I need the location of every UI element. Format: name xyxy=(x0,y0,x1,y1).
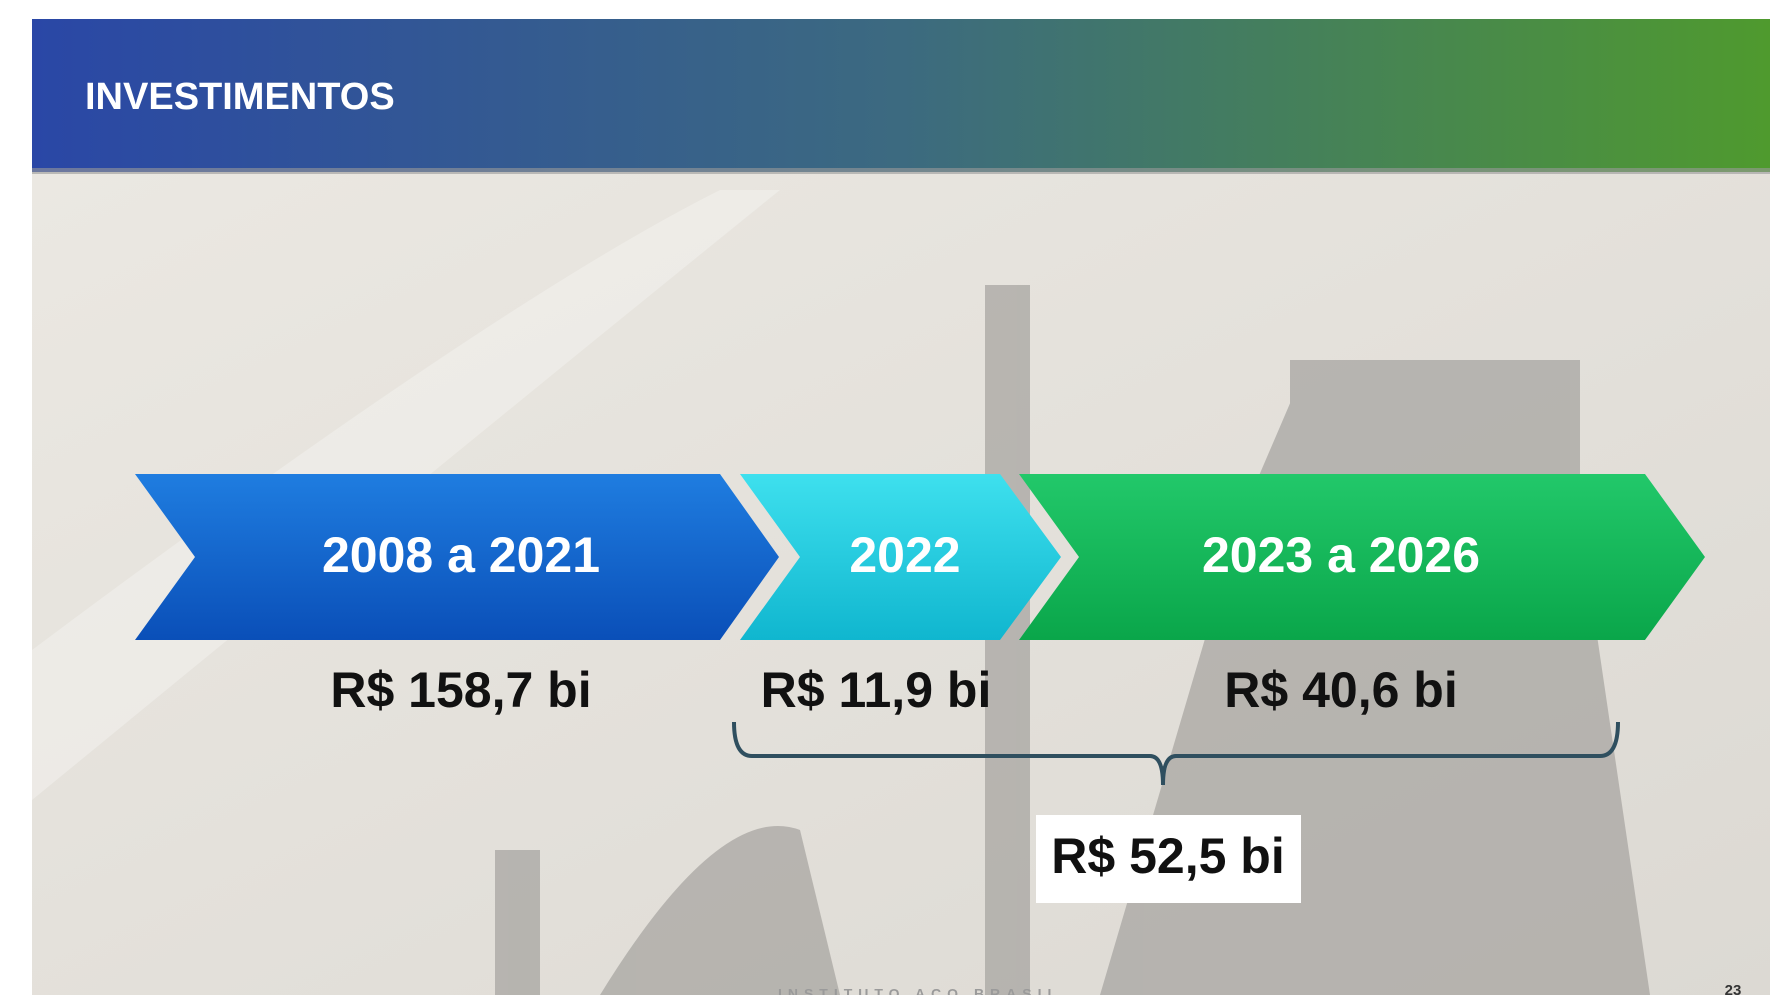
period-value: R$ 158,7 bi xyxy=(330,662,591,718)
total-brace xyxy=(732,721,1620,786)
period-arrow xyxy=(135,474,779,640)
total-box xyxy=(1036,815,1301,903)
period-label: 2022 xyxy=(849,527,960,583)
period-value: R$ 40,6 bi xyxy=(1224,662,1457,718)
period-arrow xyxy=(1019,474,1705,640)
period-label: 2023 a 2026 xyxy=(1202,527,1480,583)
total-value: R$ 52,5 bi xyxy=(1051,828,1284,884)
period-arrow xyxy=(740,474,1061,640)
page-number: 23 xyxy=(1725,982,1742,995)
footer-org: INSTITUTO AÇO BRASIL xyxy=(778,986,1062,995)
period-label: 2008 a 2021 xyxy=(322,527,600,583)
header-shadow xyxy=(32,168,1770,174)
header-bar xyxy=(32,19,1770,172)
period-value: R$ 11,9 bi xyxy=(761,662,992,718)
slide-title: INVESTIMENTOS xyxy=(85,76,395,118)
